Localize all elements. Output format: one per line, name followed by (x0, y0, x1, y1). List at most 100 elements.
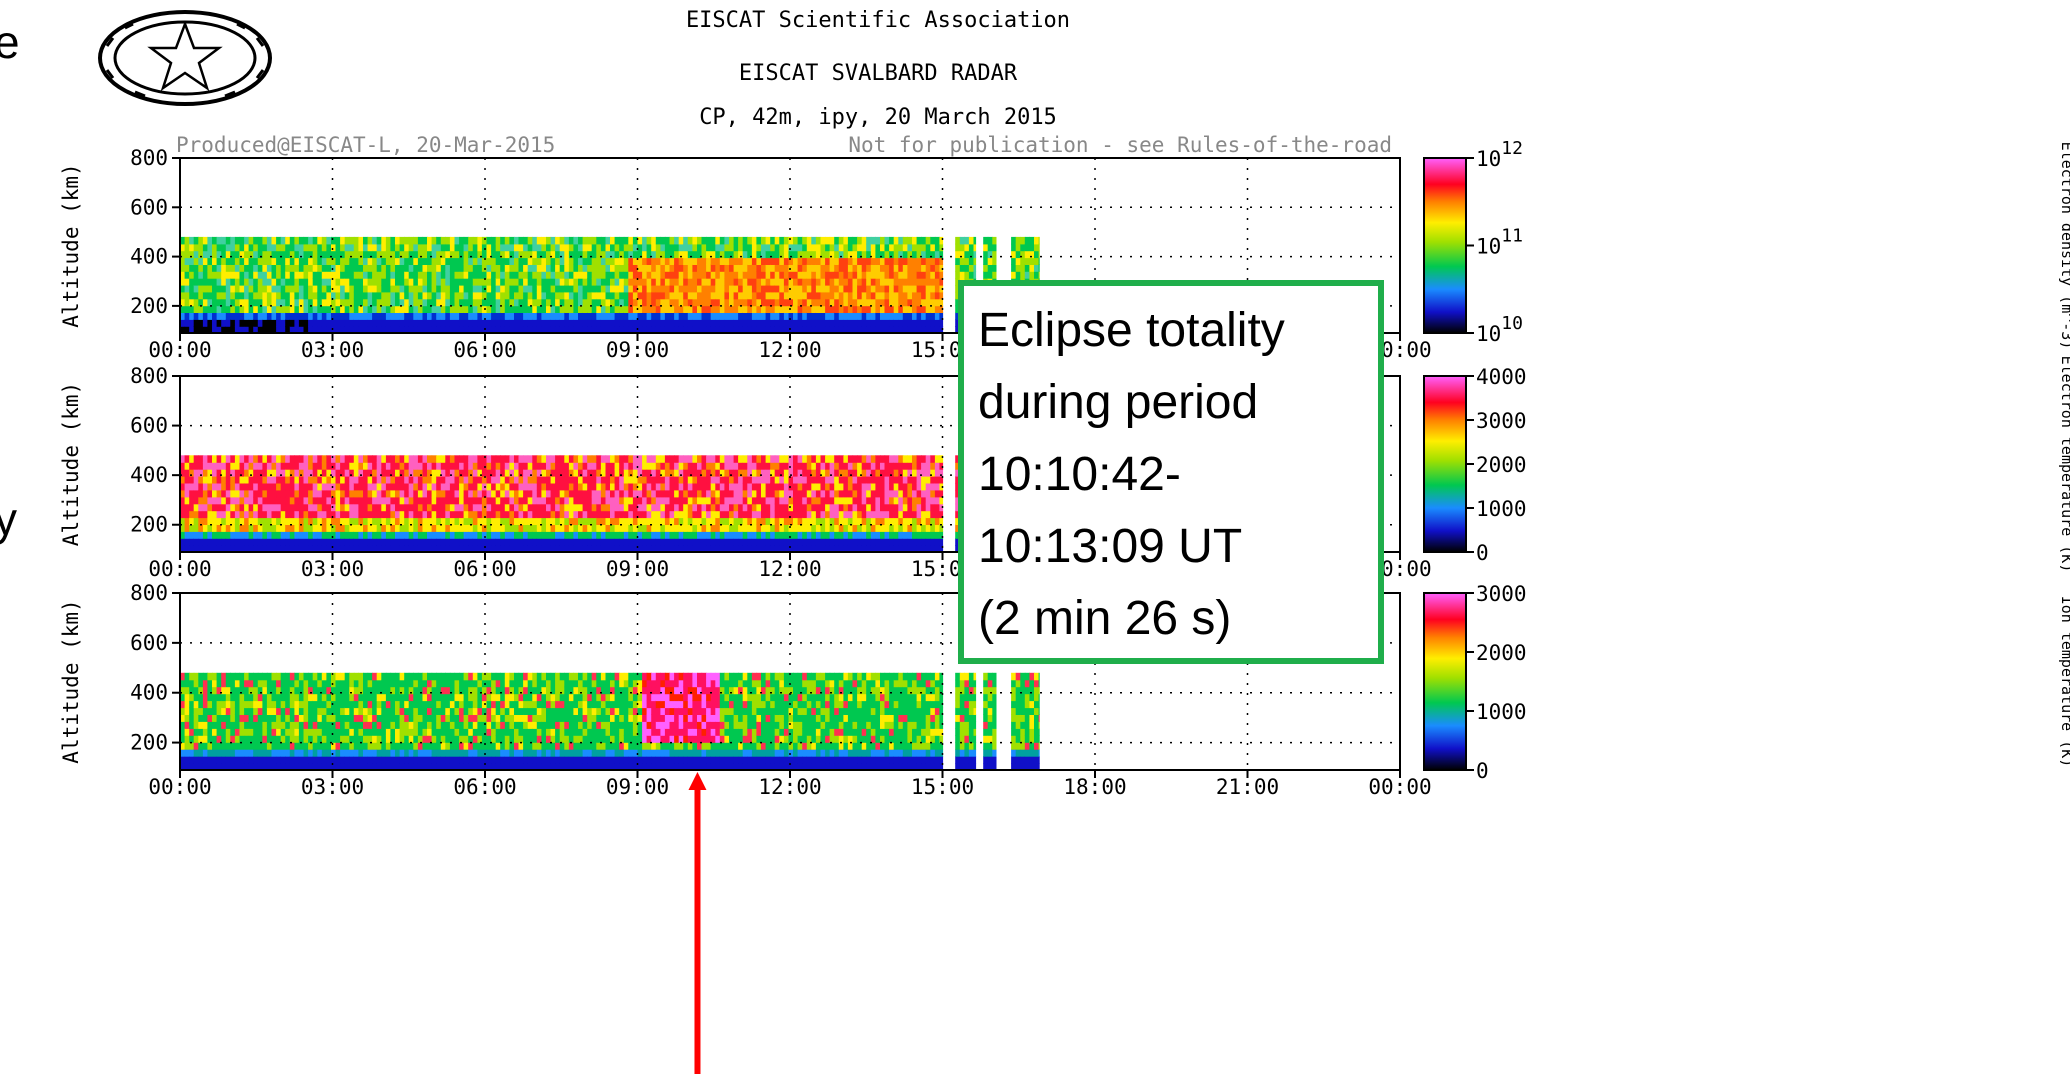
heatmap-cell (619, 476, 625, 484)
heatmap-cell (1015, 257, 1021, 265)
heatmap-cell (719, 489, 725, 498)
heatmap-cell (285, 298, 291, 307)
heatmap-cell (353, 538, 359, 546)
heatmap-cell (550, 531, 556, 539)
heatmap-cell (697, 312, 703, 320)
heatmap-cell (765, 469, 771, 477)
heatmap-cell (852, 489, 858, 498)
heatmap-cell (582, 326, 588, 334)
heatmap-cell (559, 319, 565, 327)
heatmap-cell (660, 326, 666, 334)
heatmap-cell (902, 517, 908, 525)
heatmap-cell (184, 312, 190, 320)
heatmap-cell (765, 250, 771, 259)
heatmap-cell (486, 243, 492, 252)
heatmap-cell (312, 482, 318, 491)
heatmap-cell (495, 243, 501, 252)
heatmap-cell (248, 271, 254, 279)
heatmap-cell (628, 510, 634, 519)
heatmap-cell (852, 503, 858, 512)
heatmap-cell (678, 326, 684, 334)
heatmap-cell (715, 312, 721, 320)
heatmap-cell (591, 545, 597, 553)
heatmap-cell (532, 482, 538, 491)
heatmap-cell (664, 250, 671, 259)
heatmap-cell (788, 326, 794, 334)
heatmap-cell (523, 510, 529, 519)
heatmap-cell (509, 250, 515, 259)
heatmap-cell (875, 257, 881, 265)
heatmap-cell (198, 291, 204, 300)
heatmap-cell (344, 455, 350, 463)
heatmap-cell (445, 243, 451, 252)
heatmap-cell (234, 476, 241, 484)
heatmap-cell (632, 496, 639, 505)
heatmap-cell (889, 257, 895, 265)
heatmap-cell (797, 305, 803, 313)
heatmap-cell (983, 236, 989, 245)
heatmap-cell (651, 284, 657, 293)
heatmap-cell (180, 503, 186, 512)
heatmap-cell (285, 250, 291, 259)
heatmap-cell (463, 291, 469, 300)
heatmap-cell (857, 489, 863, 498)
heatmap-cell (710, 284, 716, 293)
heatmap-cell (280, 250, 286, 259)
heatmap-cell (806, 489, 812, 498)
heatmap-cell (829, 538, 835, 546)
heatmap-cell (866, 517, 872, 525)
heatmap-cell (710, 312, 716, 320)
heatmap-cell (353, 469, 359, 477)
heatmap-cell (793, 326, 799, 334)
heatmap-cell (280, 545, 286, 553)
heatmap-cell (463, 476, 469, 484)
heatmap-cell (939, 264, 944, 272)
heatmap-cell (221, 538, 227, 546)
heatmap-cell (180, 496, 186, 505)
heatmap-cell (793, 278, 799, 286)
heatmap-cell (729, 517, 735, 525)
heatmap-cell (701, 264, 707, 272)
heatmap-cell (660, 257, 666, 265)
heatmap-cell (779, 545, 785, 553)
heatmap-cell (857, 538, 863, 546)
heatmap-cell (678, 312, 684, 320)
heatmap-cell (481, 257, 488, 265)
heatmap-cell (198, 531, 204, 539)
heatmap-cell (770, 545, 776, 553)
heatmap-cell (912, 312, 918, 320)
heatmap-cell (578, 236, 584, 245)
heatmap-cell (834, 284, 840, 293)
heatmap-cell (934, 489, 941, 498)
heatmap-cell (298, 538, 305, 546)
heatmap-cell (202, 264, 209, 272)
heatmap-cell (614, 482, 620, 491)
heatmap-cell (751, 538, 758, 546)
heatmap-cell (870, 250, 876, 259)
heatmap-cell (820, 278, 826, 286)
heatmap-cell (596, 503, 602, 512)
heatmap-cell (408, 250, 414, 259)
heatmap-cell (234, 455, 241, 463)
heatmap-cell (216, 489, 222, 498)
heatmap-cell (321, 482, 327, 491)
heatmap-cell (870, 496, 876, 505)
heatmap-cell (747, 462, 753, 470)
heatmap-cell (390, 326, 396, 334)
heatmap-cell (875, 496, 881, 505)
heatmap-cell (605, 284, 611, 293)
heatmap-cell (1020, 250, 1026, 259)
heatmap-cell (317, 250, 323, 259)
heatmap-cell (363, 236, 369, 245)
heatmap-cell (747, 278, 753, 286)
heatmap-cell (367, 517, 373, 525)
heatmap-cell (710, 524, 716, 532)
heatmap-cell (646, 298, 652, 307)
heatmap-cell (308, 243, 314, 252)
heatmap-cell (372, 257, 378, 265)
heatmap-cell (701, 291, 707, 300)
heatmap-cell (907, 476, 913, 484)
heatmap-cell (289, 305, 295, 313)
heatmap-cell (390, 482, 396, 491)
heatmap-cell (834, 291, 840, 300)
